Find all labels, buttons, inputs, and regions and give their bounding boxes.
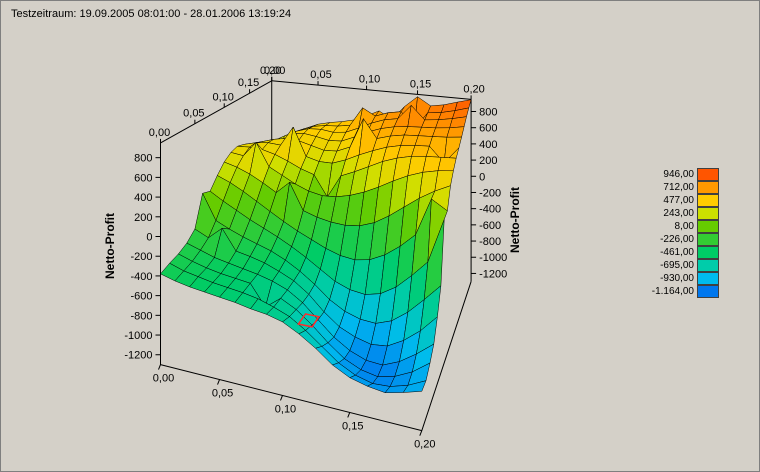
svg-text:-800: -800 (479, 236, 501, 248)
legend-entry: 946,00 (646, 167, 719, 181)
legend-entry: -226,00 (646, 232, 719, 246)
legend-color-swatch (697, 219, 719, 233)
svg-text:-1200: -1200 (124, 350, 152, 362)
svg-text:-600: -600 (130, 291, 152, 303)
svg-text:-600: -600 (479, 220, 501, 232)
legend-entry: 712,00 (646, 180, 719, 194)
svg-text:0,10: 0,10 (213, 91, 234, 103)
svg-text:0,20: 0,20 (463, 83, 484, 95)
svg-text:-1200: -1200 (479, 268, 507, 280)
legend-color-swatch (697, 167, 719, 181)
legend-entry: -461,00 (646, 245, 719, 259)
svg-text:0,10: 0,10 (275, 403, 296, 415)
legend-value-label: -930,00 (660, 273, 694, 284)
legend-value-label: -695,00 (660, 260, 694, 271)
legend-color-swatch (697, 193, 719, 207)
svg-text:-800: -800 (130, 310, 152, 322)
z-axes: 800 800 600 600 400 400 200 200 0 0 -200 -200 -400 -4… (103, 99, 522, 365)
legend-entry: 477,00 (646, 193, 719, 207)
svg-text:400: 400 (479, 139, 497, 151)
svg-text:0,20: 0,20 (260, 65, 281, 77)
svg-text:200: 200 (479, 155, 497, 167)
legend-color-swatch (697, 206, 719, 220)
legend-entry: -695,00 (646, 258, 719, 272)
svg-text:-1000: -1000 (124, 330, 152, 342)
svg-text:-200: -200 (130, 251, 152, 263)
legend-entry: -930,00 (646, 271, 719, 285)
legend-color-swatch (697, 258, 719, 272)
legend-value-label: -226,00 (660, 234, 694, 245)
svg-text:0,15: 0,15 (342, 420, 363, 432)
param-axis-tick-labels: 0,000,050,100,150,200,00 0,05 0,10 0,15 0,20… (149, 65, 485, 451)
legend-value-label: 477,00 (663, 195, 694, 206)
selected-point-marker[interactable] (297, 313, 321, 328)
svg-text:0,00: 0,00 (153, 373, 174, 385)
svg-text:600: 600 (134, 172, 152, 184)
svg-text:0,15: 0,15 (238, 77, 259, 89)
svg-text:400: 400 (134, 192, 152, 204)
z-axis-title-right: Netto-Profit (508, 187, 522, 253)
legend-value-label: 8,00 (674, 221, 694, 232)
svg-text:800: 800 (479, 107, 497, 119)
legend-entry: -1.164,00 (646, 284, 719, 298)
svg-text:0: 0 (479, 171, 485, 183)
svg-text:-400: -400 (479, 204, 501, 216)
svg-text:0,20: 0,20 (414, 439, 435, 451)
legend-color-swatch (697, 284, 719, 298)
svg-text:600: 600 (479, 123, 497, 135)
legend-value-label: -461,00 (660, 247, 694, 258)
legend-entry: 8,00 (646, 219, 719, 233)
legend-entry: 243,00 (646, 206, 719, 220)
color-scale-legend: 946,00 712,00 477,00 243,00 8,00 -226,00 -461,… (646, 167, 719, 298)
test-period-label: Testzeitraum: 19.09.2005 08:01:00 - 28.0… (11, 8, 292, 20)
svg-text:0,00: 0,00 (149, 127, 170, 139)
svg-text:800: 800 (134, 153, 152, 165)
legend-value-label: 712,00 (663, 182, 694, 193)
svg-text:0,15: 0,15 (410, 78, 431, 90)
svg-text:0: 0 (146, 232, 152, 244)
legend-color-swatch (697, 232, 719, 246)
legend-value-label: 946,00 (663, 169, 694, 180)
svg-text:0,05: 0,05 (212, 388, 233, 400)
legend-color-swatch (697, 245, 719, 259)
legend-color-swatch (697, 180, 719, 194)
svg-text:0,05: 0,05 (310, 69, 331, 81)
svg-text:-1000: -1000 (479, 252, 507, 264)
legend-value-label: -1.164,00 (651, 286, 694, 297)
svg-text:-400: -400 (130, 271, 152, 283)
svg-text:0,10: 0,10 (359, 74, 380, 86)
legend-value-label: 243,00 (663, 208, 694, 219)
surface-mesh (160, 96, 472, 393)
svg-text:-200: -200 (479, 187, 501, 199)
legend-color-swatch (697, 271, 719, 285)
svg-text:0,00: 0,00 (264, 65, 285, 77)
svg-text:200: 200 (134, 212, 152, 224)
svg-text:0,05: 0,05 (183, 108, 204, 120)
z-axis-title-left: Netto-Profit (103, 213, 117, 279)
